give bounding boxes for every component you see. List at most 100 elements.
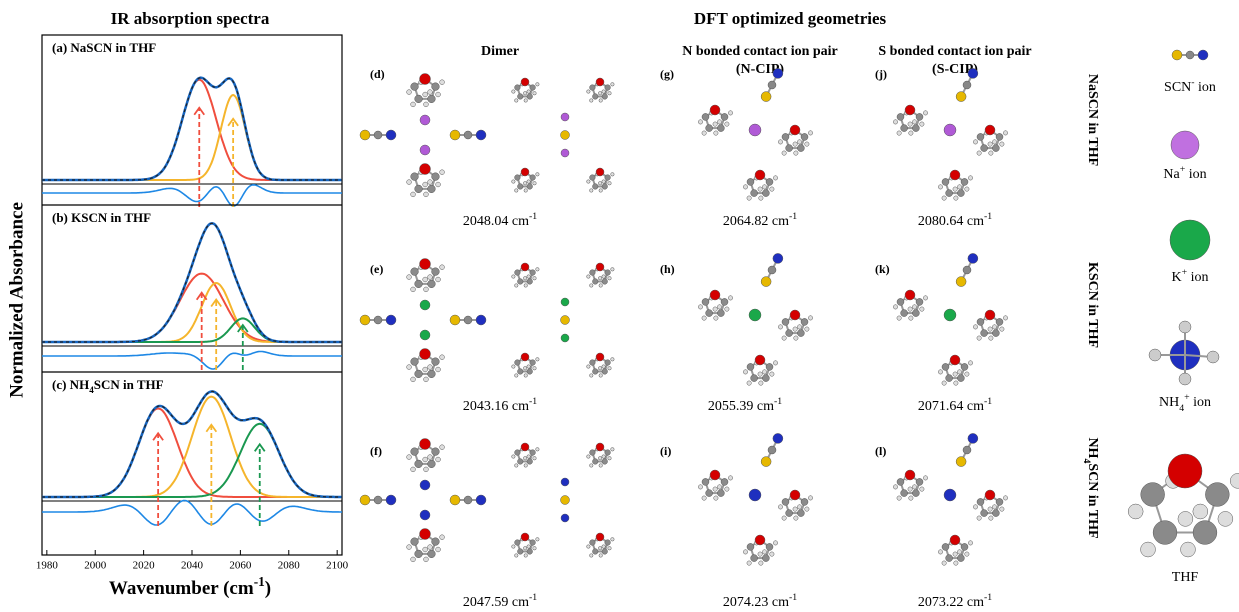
atom <box>411 192 416 197</box>
atom <box>773 176 777 180</box>
atom <box>602 365 606 369</box>
atom <box>773 361 777 365</box>
atom <box>793 327 797 331</box>
atom <box>717 120 721 124</box>
atom <box>599 374 603 378</box>
atom <box>1128 504 1143 519</box>
atom <box>1171 131 1199 159</box>
row-label-text: NH <box>1085 437 1100 458</box>
atom <box>794 516 798 520</box>
atom <box>1000 142 1004 146</box>
atom <box>599 554 603 558</box>
atom <box>762 550 766 554</box>
atom <box>766 178 773 185</box>
atom <box>905 290 915 300</box>
atom <box>942 561 946 565</box>
atom <box>440 535 445 540</box>
atom <box>424 377 429 382</box>
atom <box>523 182 527 186</box>
atom <box>602 455 606 459</box>
atom <box>611 358 615 362</box>
atom <box>942 196 946 200</box>
atom <box>561 131 570 140</box>
atom <box>963 446 971 454</box>
atom <box>912 120 916 124</box>
atom <box>476 495 486 505</box>
atom <box>786 510 793 517</box>
atom <box>1141 483 1165 507</box>
atom <box>797 325 801 329</box>
atom <box>512 365 516 369</box>
atom <box>587 455 591 459</box>
atom <box>432 538 440 546</box>
atom <box>436 92 441 97</box>
atom <box>897 316 901 320</box>
atom <box>1207 351 1219 363</box>
atom <box>386 130 396 140</box>
atom <box>599 284 603 288</box>
atom <box>561 334 569 342</box>
atom <box>992 145 999 152</box>
atom <box>590 270 596 276</box>
atom <box>420 349 431 360</box>
atom <box>1230 473 1239 488</box>
atom <box>981 510 988 517</box>
atom <box>415 550 423 558</box>
frequency-label: 2047.59 cm-1 <box>463 592 537 610</box>
panel-label-text: (b) KSCN in THF <box>52 210 151 225</box>
atom <box>515 99 519 103</box>
frequency-label-text: 2071.64 cm <box>918 399 984 414</box>
atom <box>432 448 440 456</box>
atom <box>1168 454 1202 488</box>
atom <box>360 495 370 505</box>
frequency-label: 2080.64 cm-1 <box>918 211 992 229</box>
atom <box>698 305 702 309</box>
atom <box>423 277 428 282</box>
atom <box>512 180 516 184</box>
atom <box>536 448 540 452</box>
atom <box>721 478 728 485</box>
panel-label-text: (a) NaSCN in THF <box>52 40 156 55</box>
atom <box>786 145 793 152</box>
row-label-text: KSCN in THF <box>1085 262 1100 348</box>
atom <box>515 540 521 546</box>
atom <box>530 540 536 546</box>
atom <box>424 192 429 197</box>
frequency-label-sup: -1 <box>529 211 537 222</box>
atom <box>923 296 927 300</box>
atom <box>407 365 412 370</box>
atom <box>977 151 981 155</box>
atom <box>1149 349 1161 361</box>
atom <box>728 476 732 480</box>
atom <box>897 478 904 485</box>
atom <box>946 375 953 382</box>
atom <box>436 277 441 282</box>
atom <box>428 280 436 288</box>
atom <box>923 111 927 115</box>
atom <box>411 557 416 562</box>
atom <box>605 270 611 276</box>
atom <box>897 131 901 135</box>
atom <box>530 85 536 91</box>
atom <box>533 367 537 371</box>
atom <box>758 552 762 556</box>
atom <box>790 125 800 135</box>
atom <box>721 298 728 305</box>
atom <box>374 496 382 504</box>
atom <box>766 543 773 550</box>
atom <box>428 370 436 378</box>
atom <box>957 190 964 197</box>
legend-label-tail: ion <box>1195 80 1216 95</box>
atom <box>954 381 958 385</box>
atom <box>1179 373 1191 385</box>
atom <box>743 550 747 554</box>
atom <box>436 367 441 372</box>
atom <box>996 318 1003 325</box>
atom <box>374 316 382 324</box>
atom <box>973 505 977 509</box>
atom <box>608 547 612 551</box>
atom <box>602 90 606 94</box>
atom <box>992 330 999 337</box>
atom <box>747 196 751 200</box>
atom <box>1153 521 1177 545</box>
